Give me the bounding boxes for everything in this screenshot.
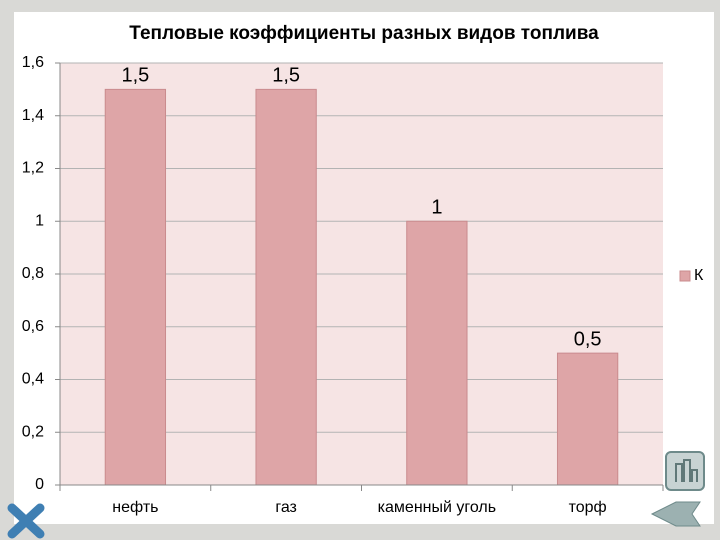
close-button[interactable] — [7, 503, 45, 539]
y-tick-label: 0,4 — [22, 371, 44, 388]
back-button[interactable] — [650, 501, 701, 527]
x-tick-label: каменный уголь — [378, 499, 496, 516]
home-button[interactable] — [665, 451, 705, 491]
button-icon — [675, 459, 698, 482]
data-label: 1,5 — [121, 65, 149, 87]
legend-swatch — [679, 270, 691, 282]
y-tick-label: 1 — [35, 212, 44, 229]
x-tick-label: газ — [275, 499, 297, 516]
data-label: 1,5 — [272, 65, 300, 87]
back-arrow[interactable] — [650, 501, 701, 527]
bar — [255, 88, 317, 486]
y-tick-label: 0,8 — [22, 265, 44, 282]
y-tick-label: 1,6 — [22, 54, 44, 71]
y-tick-label: 0,6 — [22, 318, 44, 335]
y-tick-label: 0,2 — [22, 423, 44, 440]
data-label: 1 — [431, 197, 442, 219]
chart-title: Тепловые коэффициенты разных видов топли… — [129, 23, 599, 44]
y-tick-label: 1,2 — [22, 160, 44, 177]
y-tick-label: 0 — [35, 476, 44, 493]
close-icon[interactable] — [7, 503, 45, 539]
bar — [104, 88, 167, 486]
bar — [406, 220, 468, 486]
x-tick-label: торф — [569, 499, 607, 516]
legend-label: К — [694, 267, 704, 284]
y-tick-label: 1,4 — [22, 107, 44, 124]
data-label: 0,5 — [574, 328, 602, 350]
x-tick-label: нефть — [112, 499, 158, 516]
bar — [556, 352, 619, 486]
